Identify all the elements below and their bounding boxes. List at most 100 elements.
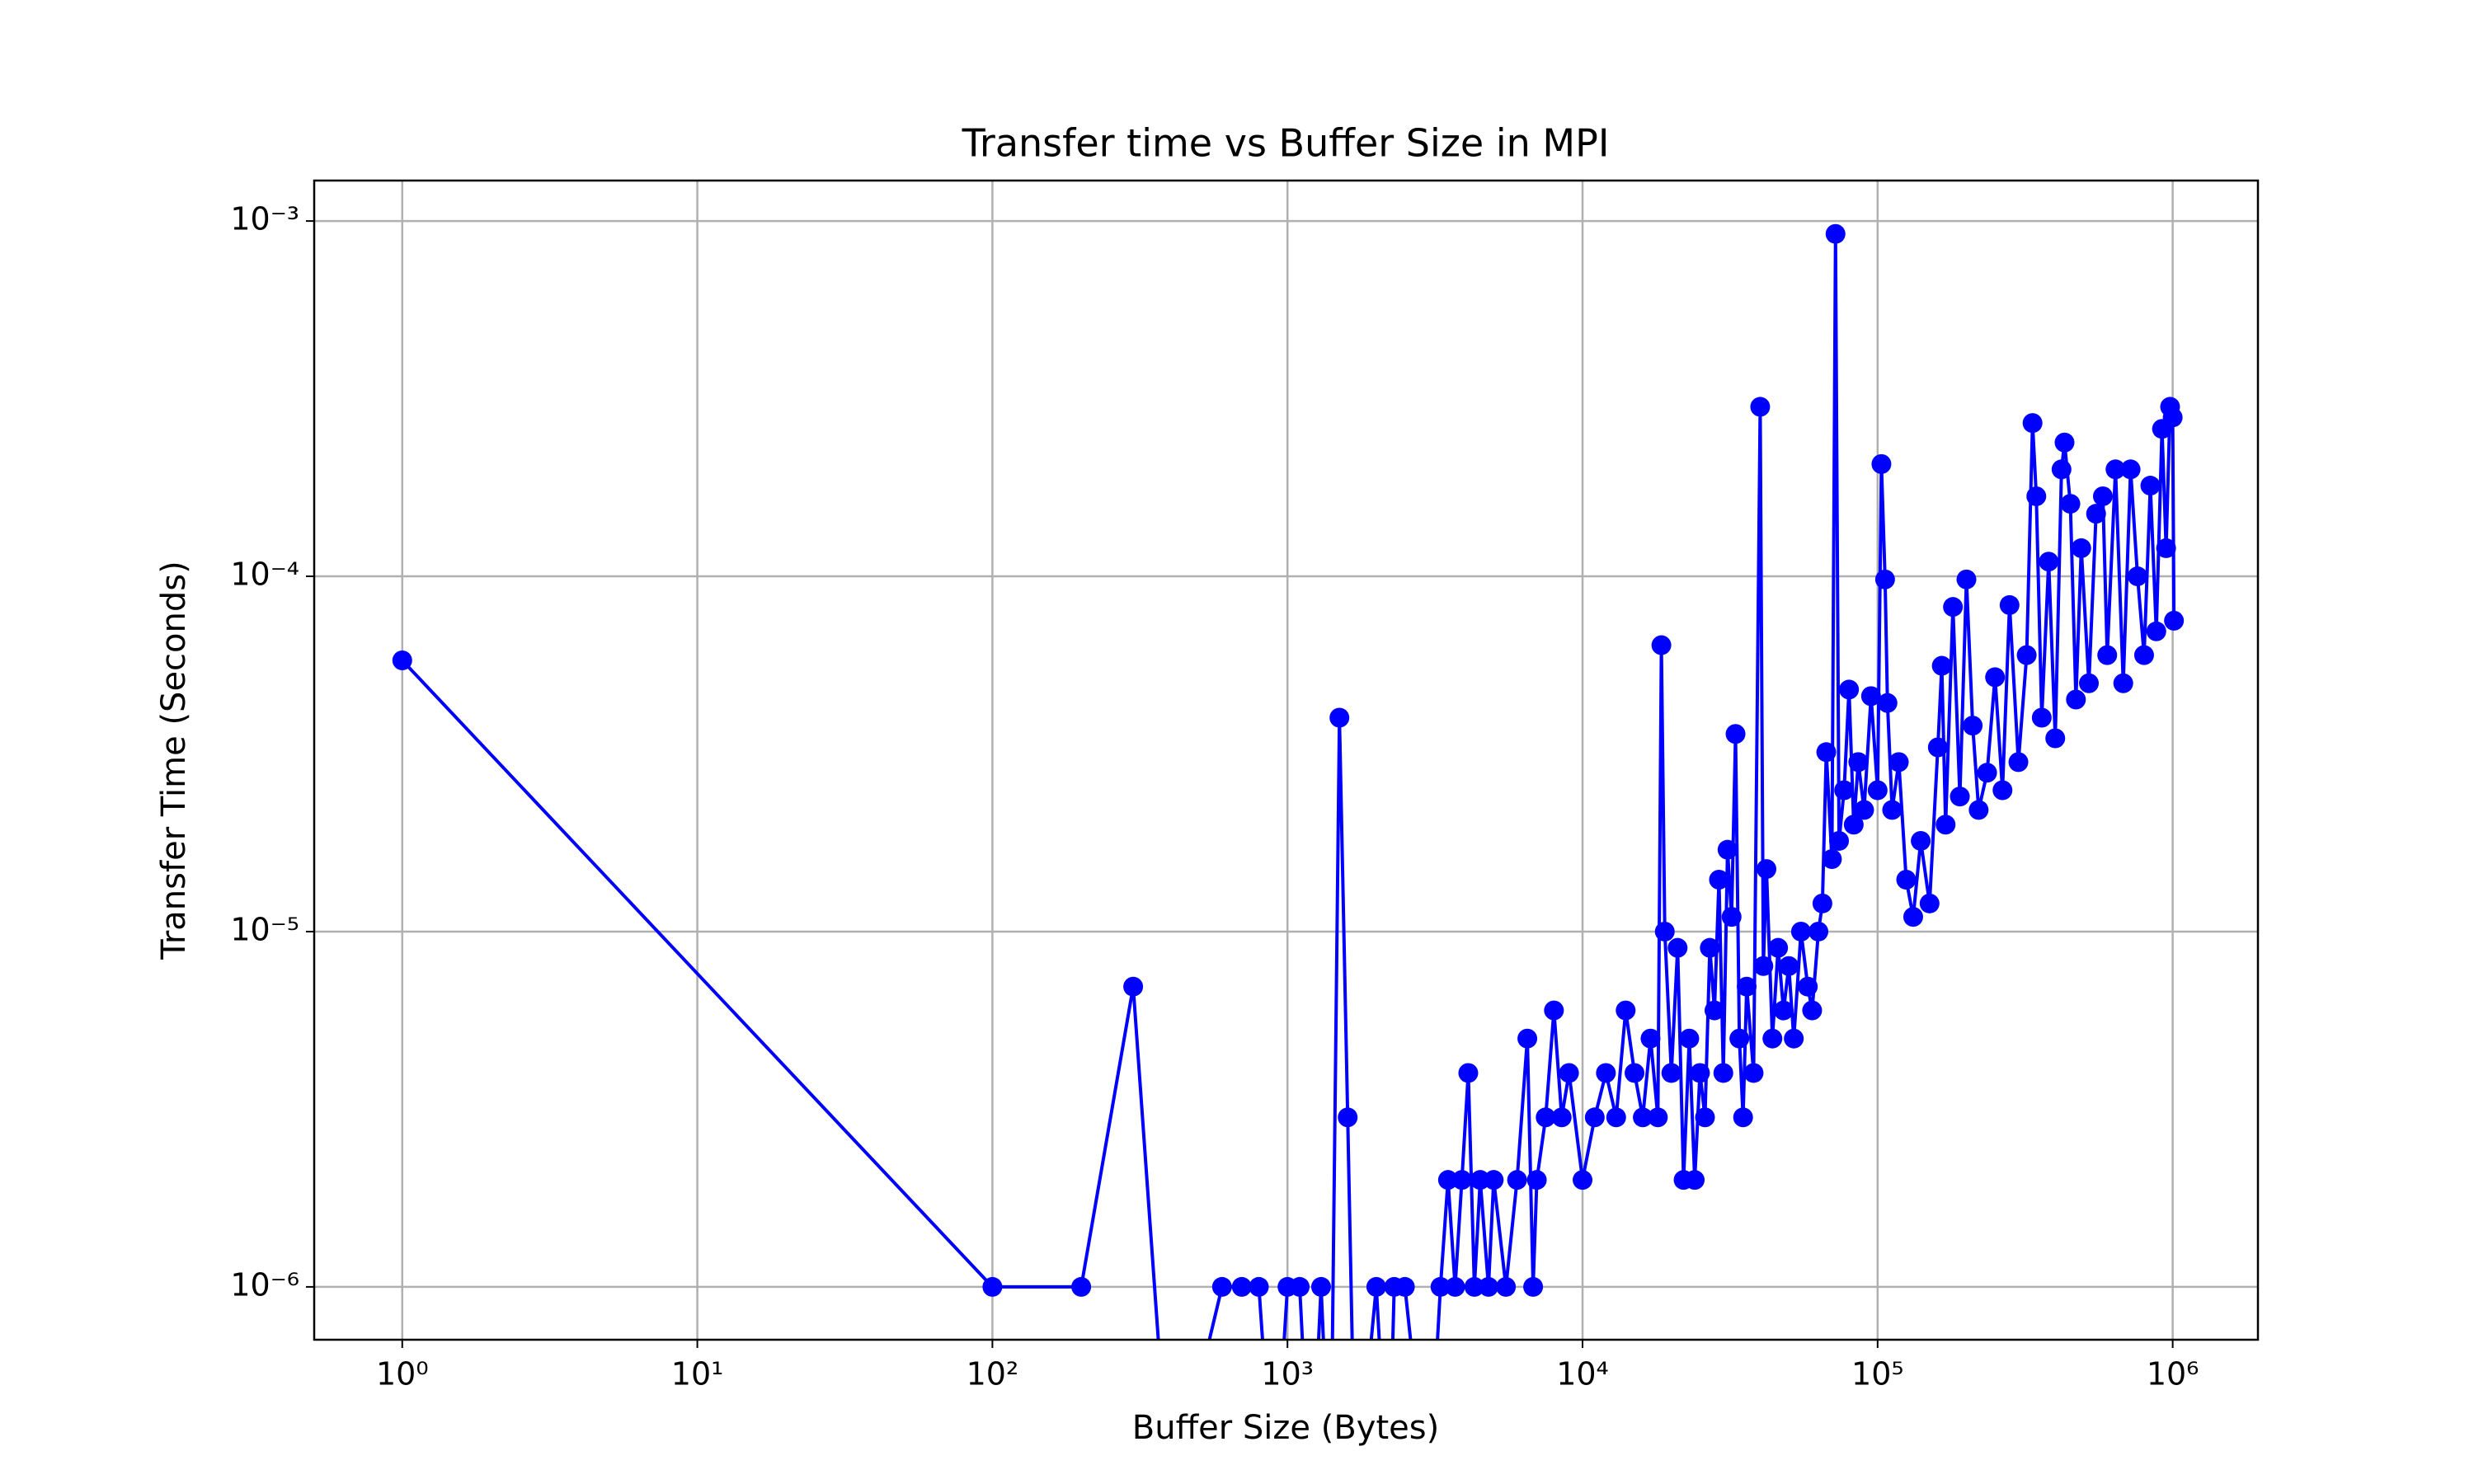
data-point <box>1757 859 1777 880</box>
data-point <box>2016 645 2037 665</box>
data-point <box>1992 780 2013 801</box>
data-point <box>1860 686 1881 707</box>
data-point <box>1329 707 1350 728</box>
x-tick-label: 10³ <box>1261 1356 1314 1392</box>
x-tick-label: 10⁵ <box>1851 1356 1904 1392</box>
data-point <box>1437 1170 1458 1190</box>
data-point <box>1950 787 1970 807</box>
data-point <box>2051 459 2072 480</box>
data-point <box>2022 413 2043 434</box>
data-point <box>2054 432 2075 453</box>
data-point <box>1584 1107 1605 1128</box>
data-point <box>1812 893 1832 913</box>
data-point <box>1654 921 1675 942</box>
data-point <box>1559 1063 1579 1083</box>
y-tick-label: 10⁻⁴ <box>230 556 299 593</box>
data-point <box>1211 1276 1232 1297</box>
data-point <box>1395 1276 1415 1297</box>
data-point <box>2127 566 2147 587</box>
data-point <box>1451 1170 1472 1190</box>
data-point <box>1667 937 1688 958</box>
data-point <box>1768 937 1789 958</box>
data-point <box>1310 1276 1331 1297</box>
data-point <box>2045 728 2066 749</box>
data-point <box>1690 1063 1710 1083</box>
data-point <box>392 650 412 670</box>
data-point <box>2146 621 2166 641</box>
data-point <box>1290 1276 1310 1297</box>
data-point <box>2140 476 2161 496</box>
data-point <box>1867 780 1888 801</box>
data-point <box>1071 1276 1092 1297</box>
data-point <box>1798 976 1818 997</box>
data-point <box>1430 1276 1451 1297</box>
data-point <box>1249 1276 1269 1297</box>
data-point <box>1888 752 1909 773</box>
data-point <box>1737 976 1757 997</box>
x-tick-label: 10⁶ <box>2147 1356 2199 1392</box>
data-point <box>1679 1028 1700 1049</box>
data-point <box>1753 956 1774 976</box>
data-point <box>1445 1276 1465 1297</box>
y-axis-label: Transfer Time (Seconds) <box>155 561 193 960</box>
data-point <box>1729 1028 1750 1049</box>
data-point <box>1903 907 1923 928</box>
data-point <box>1717 839 1738 860</box>
data-point <box>2071 538 2091 558</box>
data-point <box>2120 459 2141 480</box>
data-point <box>1523 1276 1544 1297</box>
data-point <box>1458 1063 1479 1083</box>
data-point <box>2079 673 2100 693</box>
data-point <box>1713 1063 1733 1083</box>
data-point <box>1633 1107 1653 1128</box>
data-point <box>1843 815 1864 835</box>
data-point <box>1496 1276 1517 1297</box>
data-point <box>2008 752 2029 773</box>
data-point <box>2092 486 2113 506</box>
data-point <box>1733 1107 1753 1128</box>
data-line <box>401 232 2176 1340</box>
data-point <box>1943 597 1964 618</box>
data-point <box>1839 679 1860 700</box>
data-point <box>1616 1000 1636 1021</box>
data-point <box>1871 453 1892 474</box>
plot-frame <box>313 179 2260 1341</box>
series <box>392 223 2185 1340</box>
data-point <box>1484 1170 1504 1190</box>
data-point <box>1661 1063 1681 1083</box>
data-point <box>1366 1276 1386 1297</box>
data-point <box>1977 763 1997 783</box>
data-point <box>1825 223 1846 244</box>
data-point <box>1968 800 1989 820</box>
data-point <box>1517 1028 1538 1049</box>
data-point <box>1829 830 1850 851</box>
data-point <box>2162 407 2183 428</box>
data-point <box>1927 737 1948 758</box>
data-point <box>1648 1107 1668 1128</box>
data-point <box>1802 1000 1823 1021</box>
data-point <box>2133 645 2154 665</box>
data-point <box>1848 752 1869 773</box>
data-point <box>2086 504 2106 524</box>
data-point <box>1963 716 1983 736</box>
data-point <box>1725 724 1746 744</box>
data-point <box>1544 1000 1564 1021</box>
data-point <box>1596 1063 1616 1083</box>
ticks: 10⁰ 10¹ 10² 10³ 10⁴ 10⁵ 10⁶ 10⁻⁶ 10⁻⁵ 10⁻⁴ 10⁻³ <box>230 201 2199 1392</box>
x-tick-label: 10⁰ <box>376 1356 429 1392</box>
data-point <box>1816 742 1837 763</box>
data-point <box>2156 538 2176 558</box>
x-tick-label: 10² <box>967 1356 1019 1392</box>
x-tick-label: 10¹ <box>671 1356 724 1392</box>
data-point <box>1874 569 1895 589</box>
data-point <box>1931 655 1952 676</box>
data-point <box>1721 907 1742 928</box>
data-point <box>1999 594 2020 615</box>
data-point <box>1956 569 1977 589</box>
data-point <box>1773 1000 1794 1021</box>
data-point <box>1985 667 2006 688</box>
data-point <box>1834 780 1855 801</box>
data-point <box>1935 815 1956 835</box>
x-axis-label: Buffer Size (Bytes) <box>1132 1409 1439 1447</box>
data-point <box>2097 645 2118 665</box>
